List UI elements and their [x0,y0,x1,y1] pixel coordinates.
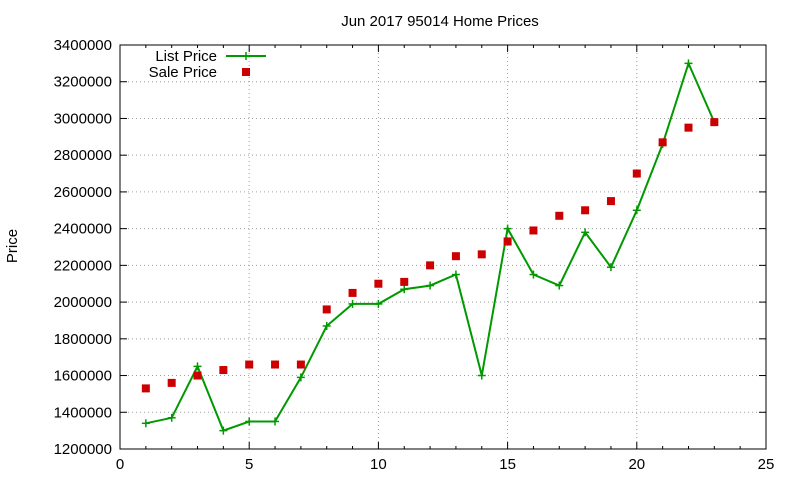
sale-price-point [426,261,435,270]
y-tick-label: 3000000 [54,110,112,127]
list-price-point [167,413,176,422]
y-tick-label: 1200000 [54,441,112,458]
legend-label-sale-price: Sale Price [149,64,217,81]
sale-price-point [193,371,202,380]
y-tick-label: 2600000 [54,184,112,201]
legend-label-list-price: List Price [155,48,217,65]
sale-price-point [477,250,486,259]
list-price-point [684,59,693,68]
list-price-point [322,321,331,330]
list-price-point [374,299,383,308]
y-tick-label: 2400000 [54,221,112,238]
list-price-point [529,270,538,279]
sale-price-point [348,288,357,297]
sale-price-point [451,252,460,261]
list-price-point [581,228,590,237]
sale-price-point [606,197,615,206]
list-price-point [451,270,460,279]
y-tick-label: 2800000 [54,147,112,164]
y-tick-label: 3400000 [54,37,112,54]
chart-title: Jun 2017 95014 Home Prices [341,13,539,30]
y-tick-label: 1800000 [54,331,112,348]
sale-price-point [167,378,176,387]
list-price-point [245,417,254,426]
y-tick-label: 1400000 [54,404,112,421]
y-tick-label: 2000000 [54,294,112,311]
legend-markers [226,52,266,76]
sale-price-point [141,384,150,393]
y-axis-title: Price [4,229,21,263]
list-price-point [271,417,280,426]
list-price-line [145,60,716,432]
sale-price-point [503,237,512,246]
sale-price-point [581,206,590,215]
plot-frame [119,44,767,450]
y-tick-label: 1600000 [54,368,112,385]
list-price-point [632,206,641,215]
sale-price-point [296,360,305,369]
list-price-point [606,263,615,272]
grid-lines [120,45,766,449]
sale-price-point [322,305,331,314]
sale-price-point [710,118,719,127]
legend-marker-list-price [242,52,250,60]
sale-price-point [219,366,228,375]
list-price-point [426,281,435,290]
list-price-point [193,362,202,371]
sale-price-point [555,211,564,220]
list-price-point [348,299,357,308]
legend-marker-sale-price [242,68,250,76]
sale-price-point [658,138,667,147]
sale-price-point [245,360,254,369]
list-price-point [555,281,564,290]
list-price-point [219,426,228,435]
sale-price-point [374,279,383,288]
sale-price-point [271,360,280,369]
legend: List Price Sale Price [149,48,266,81]
sale-price-point [400,277,409,286]
axis-ticks [119,44,767,450]
x-tick-label: 25 [758,456,775,473]
y-tick-labels: 1200000 1400000 1600000 1800000 2000000 22000… [54,37,112,458]
y-tick-label: 2200000 [54,257,112,274]
list-price-point [141,419,150,428]
y-tick-label: 3200000 [54,74,112,91]
x-tick-label: 20 [628,456,645,473]
x-tick-label: 5 [245,456,253,473]
list-price-point [296,373,305,382]
x-tick-label: 0 [116,456,124,473]
x-tick-label: 10 [370,456,387,473]
sale-price-point [684,123,693,132]
x-tick-label: 15 [499,456,516,473]
sale-price-point [632,169,641,178]
list-price-point [477,371,486,380]
list-price-point [503,224,512,233]
sale-price-point [529,226,538,235]
data-series [141,59,719,435]
list-price-point [400,285,409,294]
x-tick-labels: 0 5 10 15 20 25 [116,456,775,473]
